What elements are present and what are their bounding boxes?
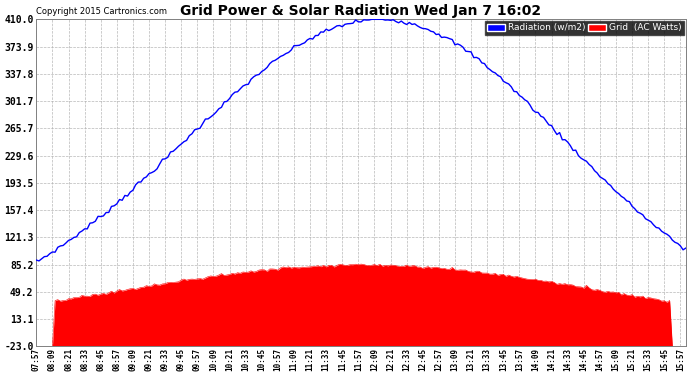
Title: Grid Power & Solar Radiation Wed Jan 7 16:02: Grid Power & Solar Radiation Wed Jan 7 1… (181, 4, 542, 18)
Legend: Radiation (w/m2), Grid  (AC Watts): Radiation (w/m2), Grid (AC Watts) (485, 21, 684, 34)
Text: Copyright 2015 Cartronics.com: Copyright 2015 Cartronics.com (37, 7, 167, 16)
